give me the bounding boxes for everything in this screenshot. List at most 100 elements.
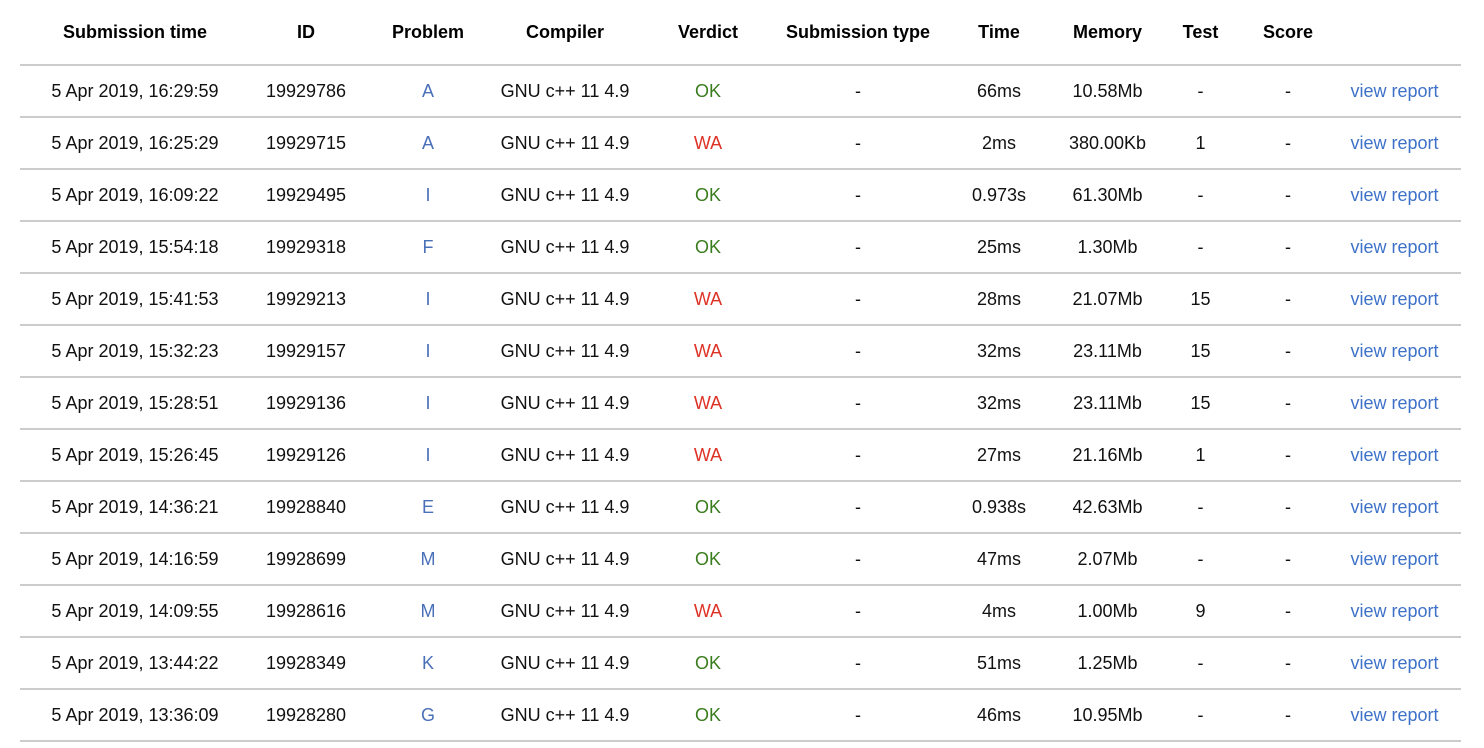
- cell-problem: A: [362, 116, 494, 169]
- verdict-text: OK: [694, 652, 721, 673]
- verdict-text: OK: [694, 704, 721, 725]
- table-header: Submission time ID Problem Compiler Verdict S…: [20, 0, 1461, 65]
- cell-memory: 1.25Mb: [1062, 636, 1153, 689]
- cell-time: 0.973s: [936, 168, 1062, 221]
- cell-time: 32ms: [936, 324, 1062, 377]
- problem-link[interactable]: K: [421, 652, 434, 673]
- view-report-link[interactable]: view report: [1350, 392, 1439, 413]
- column-header-score: Score: [1262, 21, 1314, 42]
- view-report-link[interactable]: view report: [1350, 132, 1439, 153]
- cell-time: 4ms: [936, 584, 1062, 637]
- cell-verdict: WA: [636, 376, 780, 429]
- cell-submission_type: -: [780, 324, 936, 377]
- view-report-link[interactable]: view report: [1350, 652, 1439, 673]
- cell-problem: K: [362, 636, 494, 689]
- view-report-link[interactable]: view report: [1350, 288, 1439, 309]
- cell-test: 1: [1153, 428, 1248, 481]
- cell-time: 27ms: [936, 428, 1062, 481]
- cell-score: -: [1248, 376, 1328, 429]
- table-row: 5 Apr 2019, 13:44:22 19928349 K GNU c++ 11 …: [20, 636, 1461, 689]
- cell-id: 19929715: [250, 116, 362, 169]
- problem-link[interactable]: M: [420, 548, 436, 569]
- cell-verdict: OK: [636, 636, 780, 689]
- cell-test: 15: [1153, 376, 1248, 429]
- cell-verdict: OK: [636, 168, 780, 221]
- cell-submission_time: 5 Apr 2019, 16:25:29: [20, 116, 250, 169]
- view-report-link[interactable]: view report: [1350, 236, 1439, 257]
- view-report-link[interactable]: view report: [1350, 548, 1439, 569]
- view-report-link[interactable]: view report: [1350, 444, 1439, 465]
- cell-score: -: [1248, 428, 1328, 481]
- verdict-text: WA: [693, 340, 723, 361]
- cell-submission_time: 5 Apr 2019, 14:36:21: [20, 480, 250, 533]
- column-header-submission_time: Submission time: [62, 21, 208, 42]
- cell-test: -: [1153, 480, 1248, 533]
- cell-time: 2ms: [936, 116, 1062, 169]
- cell-id: 19929136: [250, 376, 362, 429]
- column-header-memory: Memory: [1072, 21, 1143, 42]
- view-report-link[interactable]: view report: [1350, 80, 1439, 101]
- table-row: 5 Apr 2019, 13:36:09 19928280 G GNU c++ 11 …: [20, 688, 1461, 742]
- cell-problem: I: [362, 168, 494, 221]
- cell-report: view report: [1328, 324, 1461, 377]
- problem-link[interactable]: I: [425, 340, 431, 361]
- cell-memory: 380.00Kb: [1062, 116, 1153, 169]
- table-row: 5 Apr 2019, 14:16:59 19928699 M GNU c++ 11 …: [20, 532, 1461, 585]
- problem-link[interactable]: G: [420, 704, 435, 725]
- cell-submission_time: 5 Apr 2019, 15:54:18: [20, 220, 250, 273]
- cell-submission_time: 5 Apr 2019, 14:09:55: [20, 584, 250, 637]
- cell-submission_type: -: [780, 688, 936, 742]
- cell-id: 19929157: [250, 324, 362, 377]
- problem-link[interactable]: E: [421, 496, 434, 517]
- cell-memory: 42.63Mb: [1062, 480, 1153, 533]
- cell-submission_type: -: [780, 428, 936, 481]
- submissions-table: Submission time ID Problem Compiler Verdict S…: [20, 0, 1461, 742]
- verdict-text: OK: [694, 496, 721, 517]
- table-row: 5 Apr 2019, 15:26:45 19929126 I GNU c++ 11 …: [20, 428, 1461, 481]
- cell-submission_type: -: [780, 584, 936, 637]
- problem-link[interactable]: A: [421, 132, 434, 153]
- cell-problem: I: [362, 272, 494, 325]
- view-report-link[interactable]: view report: [1350, 704, 1439, 725]
- cell-score: -: [1248, 688, 1328, 742]
- problem-link[interactable]: I: [425, 444, 431, 465]
- cell-time: 46ms: [936, 688, 1062, 742]
- view-report-link[interactable]: view report: [1350, 496, 1439, 517]
- problem-link[interactable]: I: [425, 288, 431, 309]
- cell-submission_time: 5 Apr 2019, 13:36:09: [20, 688, 250, 742]
- cell-id: 19928280: [250, 688, 362, 742]
- cell-score: -: [1248, 64, 1328, 117]
- cell-verdict: WA: [636, 116, 780, 169]
- cell-score: -: [1248, 168, 1328, 221]
- problem-link[interactable]: M: [420, 600, 436, 621]
- cell-time: 25ms: [936, 220, 1062, 273]
- cell-verdict: OK: [636, 688, 780, 742]
- problem-link[interactable]: I: [425, 392, 431, 413]
- table-row: 5 Apr 2019, 14:09:55 19928616 M GNU c++ 11 …: [20, 584, 1461, 637]
- cell-report: view report: [1328, 584, 1461, 637]
- cell-verdict: WA: [636, 272, 780, 325]
- cell-submission_type: -: [780, 116, 936, 169]
- problem-link[interactable]: F: [422, 236, 434, 257]
- view-report-link[interactable]: view report: [1350, 340, 1439, 361]
- problem-link[interactable]: I: [425, 184, 431, 205]
- verdict-text: OK: [694, 80, 721, 101]
- problem-link[interactable]: A: [421, 80, 434, 101]
- cell-test: 1: [1153, 116, 1248, 169]
- cell-score: -: [1248, 480, 1328, 533]
- view-report-link[interactable]: view report: [1350, 600, 1439, 621]
- column-header-submission_type: Submission type: [785, 21, 931, 42]
- verdict-text: WA: [693, 288, 723, 309]
- cell-id: 19929495: [250, 168, 362, 221]
- cell-compiler: GNU c++ 11 4.9: [494, 532, 636, 585]
- cell-test: 15: [1153, 272, 1248, 325]
- cell-time: 32ms: [936, 376, 1062, 429]
- cell-compiler: GNU c++ 11 4.9: [494, 688, 636, 742]
- cell-test: 15: [1153, 324, 1248, 377]
- cell-submission_time: 5 Apr 2019, 15:28:51: [20, 376, 250, 429]
- view-report-link[interactable]: view report: [1350, 184, 1439, 205]
- cell-problem: M: [362, 532, 494, 585]
- cell-report: view report: [1328, 428, 1461, 481]
- cell-submission_time: 5 Apr 2019, 13:44:22: [20, 636, 250, 689]
- cell-score: -: [1248, 116, 1328, 169]
